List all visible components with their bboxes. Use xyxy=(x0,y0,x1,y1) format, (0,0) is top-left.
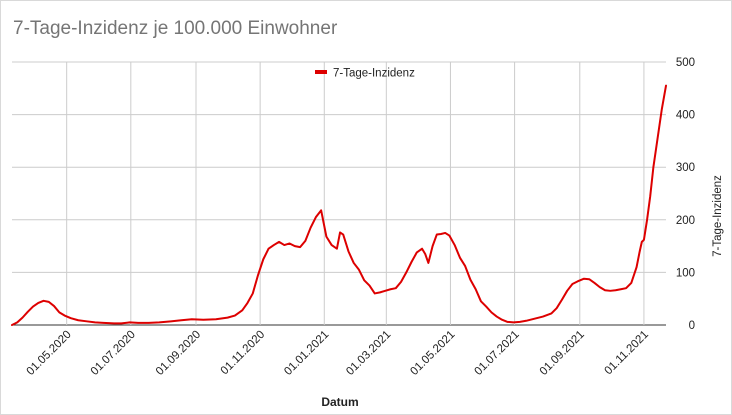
y-tick-label: 200 xyxy=(676,215,695,227)
x-tick-label: 01.05.2021 xyxy=(408,329,457,378)
series-layer xyxy=(11,84,667,326)
x-tick-label: 01.09.2021 xyxy=(538,329,587,378)
x-tick-labels: 01.05.2020 01.07.2020 01.09.2020 01.11.2020… xyxy=(25,329,651,378)
legend-swatch xyxy=(315,70,327,74)
series-line xyxy=(11,84,667,326)
chart-title: 7-Tage-Inzidenz je 100.000 Einwohner xyxy=(13,18,338,39)
x-tick-label: 01.11.2020 xyxy=(219,329,268,378)
y-tick-label: 0 xyxy=(689,320,695,332)
y-tick-label: 300 xyxy=(676,162,695,174)
legend: 7-Tage-Inzidenz xyxy=(315,68,415,80)
x-axis-label: Datum xyxy=(321,395,358,409)
x-tick-label: 01.03.2021 xyxy=(344,329,393,378)
y-axis-label: 7-Tage-Inzidenz xyxy=(712,175,724,257)
y-tick-label: 500 xyxy=(676,57,695,69)
y-tick-label: 100 xyxy=(676,267,695,279)
x-tick-label: 01.01.2021 xyxy=(282,329,331,378)
x-tick-label: 01.07.2020 xyxy=(89,329,138,378)
y-tick-labels: 0 100 200 300 400 500 xyxy=(676,57,695,332)
x-tick-label: 01.11.2021 xyxy=(602,329,651,378)
x-tick-label: 01.07.2021 xyxy=(473,329,522,378)
grid-layer xyxy=(12,61,666,326)
x-tick-label: 01.09.2020 xyxy=(154,329,203,378)
x-tick-label: 01.05.2020 xyxy=(25,329,74,378)
y-tick-label: 400 xyxy=(676,110,695,122)
legend-label: 7-Tage-Inzidenz xyxy=(333,68,415,80)
